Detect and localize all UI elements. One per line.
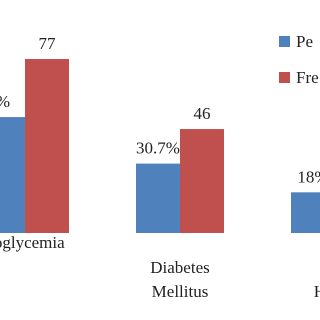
- legend-swatch: [279, 36, 290, 47]
- value-label: 18%: [297, 167, 320, 186]
- value-label: 30.7%: [136, 139, 180, 158]
- value-label: 46: [194, 104, 211, 123]
- x-tick-label: noglycemia: [0, 233, 65, 252]
- legend-label: Fre: [296, 68, 319, 87]
- bar: [180, 129, 224, 233]
- x-tick-label: SeHyper: [314, 258, 320, 301]
- bar: [25, 58, 69, 234]
- bar: [136, 163, 180, 233]
- value-label: %: [0, 92, 10, 111]
- legend-label: Pe: [296, 32, 313, 51]
- value-label: 77: [39, 34, 57, 53]
- bar: [291, 192, 320, 233]
- legend-swatch: [279, 72, 290, 83]
- bar: [0, 117, 25, 233]
- x-tick-label: Diabetes Mellitus: [150, 258, 209, 301]
